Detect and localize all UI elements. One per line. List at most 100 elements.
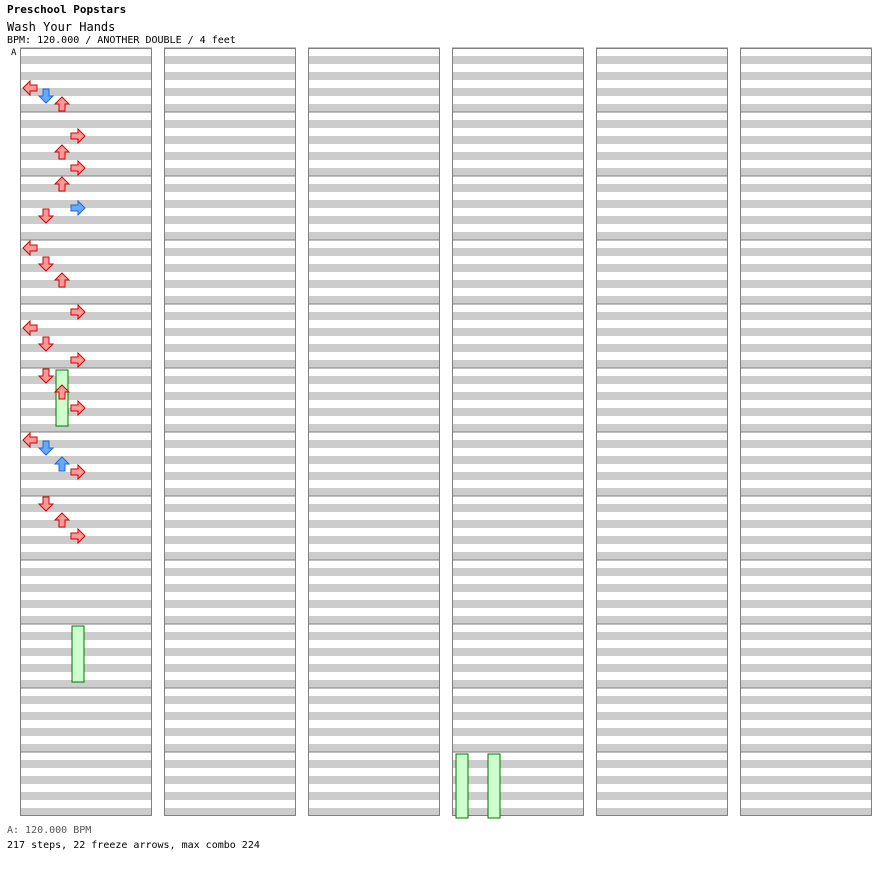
freeze-arrow [487,753,501,819]
beat-stripe [164,552,296,560]
beat-stripe [20,104,152,112]
beat-stripe [164,488,296,496]
beat-stripe [740,360,872,368]
beat-stripe [452,696,584,704]
beat-stripe [452,56,584,64]
beat-stripe [308,488,440,496]
beat-stripe [596,280,728,288]
beat-stripe [740,712,872,720]
beat-stripe [164,456,296,464]
beat-stripe [596,808,728,816]
beat-stripe [596,744,728,752]
beat-stripe [308,584,440,592]
beat-stripe [164,600,296,608]
beat-stripe [164,280,296,288]
beat-stripe [308,72,440,80]
beat-stripe [308,792,440,800]
beat-stripe [740,136,872,144]
beat-stripe [20,712,152,720]
beat-stripe [452,424,584,432]
beat-stripe [452,504,584,512]
beat-stripe [596,680,728,688]
beat-stripe [308,776,440,784]
beat-stripe [452,472,584,480]
beat-stripe [20,248,152,256]
beat-stripe [20,296,152,304]
beat-stripe [452,712,584,720]
beat-stripe [740,184,872,192]
beat-stripe [596,568,728,576]
beat-stripe [740,472,872,480]
beat-stripe [740,312,872,320]
beat-stripe [452,616,584,624]
beat-stripe [164,568,296,576]
beat-stripe [740,760,872,768]
beat-stripe [308,312,440,320]
beat-stripe [740,168,872,176]
beat-stripe [308,168,440,176]
beat-stripe [164,520,296,528]
beat-stripe [740,120,872,128]
step-arrow [70,199,86,217]
beat-stripe [740,648,872,656]
beat-stripe [596,344,728,352]
beat-stripe [452,184,584,192]
beat-stripe [596,360,728,368]
beat-stripe [452,168,584,176]
beat-stripe [452,760,584,768]
beat-stripe [164,376,296,384]
beat-stripe [740,536,872,544]
beat-stripe [164,360,296,368]
beat-stripe [308,392,440,400]
beat-stripe [596,136,728,144]
beat-stripe [596,664,728,672]
beat-stripe [452,136,584,144]
beat-stripe [164,136,296,144]
beat-stripe [308,344,440,352]
beat-stripe [596,392,728,400]
beat-stripe [452,584,584,592]
beat-stripe [596,424,728,432]
step-arrow [37,368,55,384]
step-arrow [70,127,86,145]
beat-stripe [308,216,440,224]
beat-stripe [308,152,440,160]
beat-stripe [740,792,872,800]
beat-stripe [452,776,584,784]
beat-stripe [596,648,728,656]
beat-stripe [308,632,440,640]
beat-stripe [20,440,152,448]
beat-stripe [740,200,872,208]
beat-stripe [164,344,296,352]
bpm-summary: A: 120.000 BPM [7,825,92,836]
beat-stripe [20,200,152,208]
beat-stripe [20,776,152,784]
step-arrow [70,303,86,321]
song-meta: BPM: 120.000 / ANOTHER DOUBLE / 4 feet [7,35,236,46]
beat-stripe [164,424,296,432]
beat-stripe [452,296,584,304]
beat-stripe [452,344,584,352]
beat-stripe [452,568,584,576]
beat-stripe [596,328,728,336]
beat-stripe [452,216,584,224]
beat-stripe [164,680,296,688]
beat-stripe [596,552,728,560]
beat-stripe [740,280,872,288]
beat-stripe [452,104,584,112]
step-arrow [53,384,71,400]
beat-stripe [596,152,728,160]
beat-stripe [740,616,872,624]
step-arrow [70,527,86,545]
beat-stripe [596,776,728,784]
beat-stripe [452,792,584,800]
beat-stripe [20,792,152,800]
beat-stripe [452,280,584,288]
beat-stripe [740,744,872,752]
beat-stripe [308,136,440,144]
beat-stripe [20,808,152,816]
chart-stats: 217 steps, 22 freeze arrows, max combo 2… [7,840,260,851]
beat-stripe [452,120,584,128]
beat-stripe [164,776,296,784]
beat-stripe [20,728,152,736]
